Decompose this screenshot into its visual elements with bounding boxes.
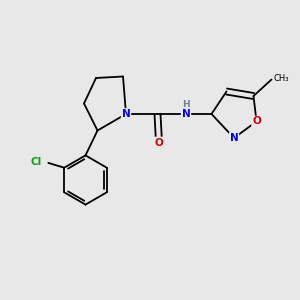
Text: O: O [154, 137, 164, 148]
Text: N: N [230, 133, 238, 143]
Text: Cl: Cl [30, 157, 42, 167]
Text: O: O [252, 116, 261, 127]
Text: H: H [182, 100, 190, 109]
Text: N: N [122, 109, 130, 119]
Text: CH₃: CH₃ [274, 74, 290, 82]
Text: N: N [182, 109, 190, 119]
